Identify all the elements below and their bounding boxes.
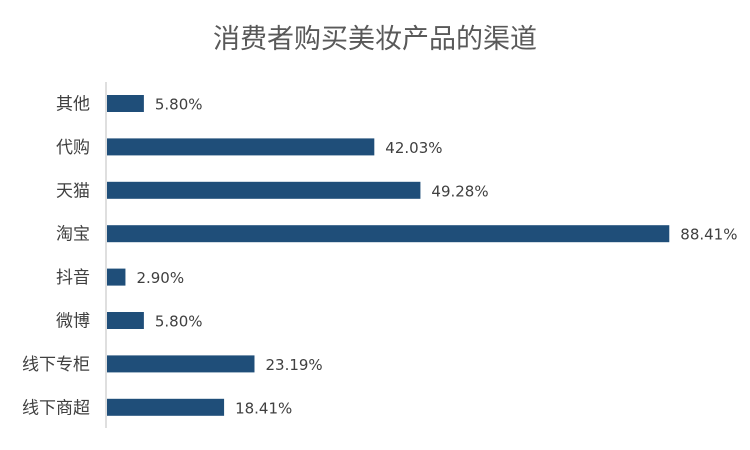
category-label: 天猫 [56, 181, 90, 201]
bar [107, 225, 670, 243]
category-label: 微博 [56, 312, 90, 332]
category-label: 抖音 [56, 268, 90, 288]
category-label: 其他 [56, 95, 90, 115]
data-label: 2.90% [136, 269, 184, 287]
category-label: 线下商超 [22, 398, 90, 418]
data-label: 88.41% [680, 226, 737, 244]
bar [107, 181, 421, 199]
data-label: 5.80% [155, 96, 203, 114]
bar [107, 138, 375, 156]
bar [107, 355, 255, 373]
category-label: 淘宝 [56, 225, 90, 245]
data-label: 18.41% [235, 399, 292, 417]
chart-title: 消费者购买美妆产品的渠道 [213, 24, 537, 55]
bar [107, 268, 126, 286]
bar [107, 312, 144, 329]
bar [107, 398, 225, 416]
bars-layer: 其他 5.80% 代购 42.03% 天猫 49.28% 淘宝 88.41% 抖音 2.90% 微博… [22, 95, 737, 419]
category-label: 代购 [56, 138, 90, 158]
data-label: 42.03% [385, 139, 442, 157]
bar [107, 95, 144, 112]
data-label: 49.28% [431, 182, 488, 200]
data-label: 23.19% [265, 356, 322, 374]
data-label: 5.80% [155, 313, 203, 331]
category-label: 线下专柜 [22, 355, 90, 375]
